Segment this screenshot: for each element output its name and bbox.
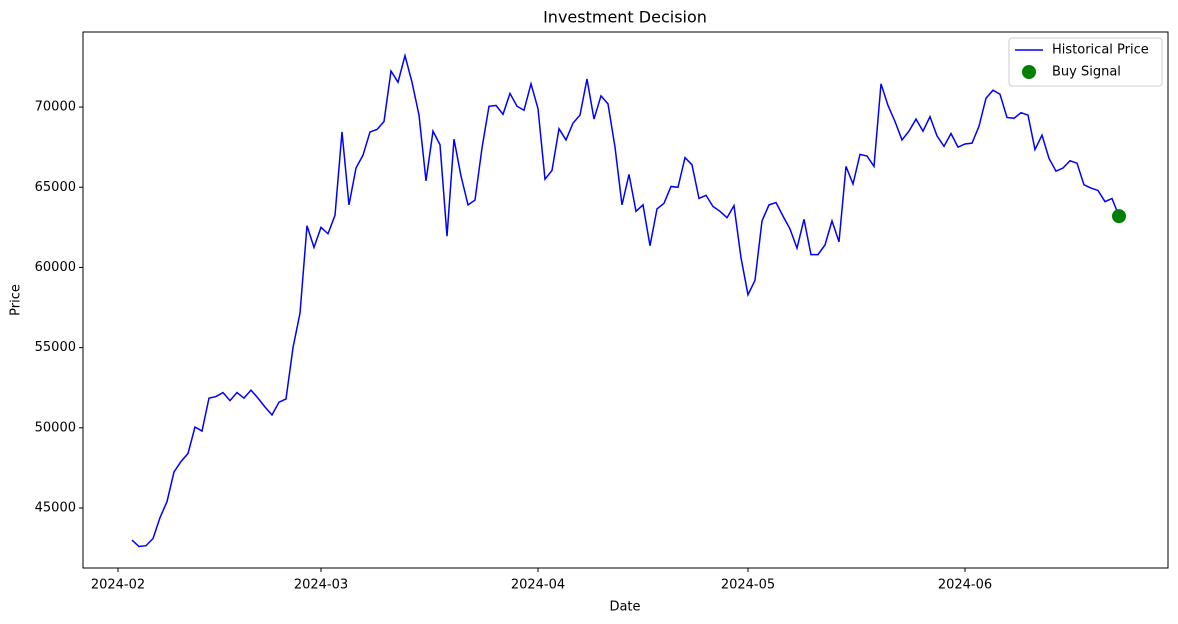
buy-signal-point — [1112, 209, 1126, 224]
legend-box — [1008, 37, 1163, 87]
y-tick-label: 65000 — [35, 180, 76, 195]
price-line — [131, 52, 1120, 548]
x-axis-label: Date — [609, 600, 640, 615]
legend-swatch — [1022, 65, 1036, 79]
y-tick-label: 45000 — [35, 501, 76, 516]
x-tick-label: 2024-05 — [721, 578, 775, 593]
x-tick-label: 2024-02 — [91, 578, 145, 593]
x-tick-label: 2024-04 — [511, 578, 565, 593]
y-tick-label: 70000 — [35, 100, 76, 115]
y-tick-label: 55000 — [35, 340, 76, 355]
x-tick-label: 2024-06 — [938, 578, 992, 593]
chart-title: Investment Decision — [543, 8, 707, 27]
y-tick-label: 50000 — [35, 420, 76, 435]
y-axis-label: Price — [9, 284, 24, 316]
legend-label: Buy Signal — [1052, 65, 1121, 80]
x-tick-label: 2024-03 — [294, 578, 348, 593]
plot-frame — [82, 31, 1169, 569]
y-tick-label: 60000 — [35, 260, 76, 275]
legend-label: Historical Price — [1052, 43, 1149, 58]
